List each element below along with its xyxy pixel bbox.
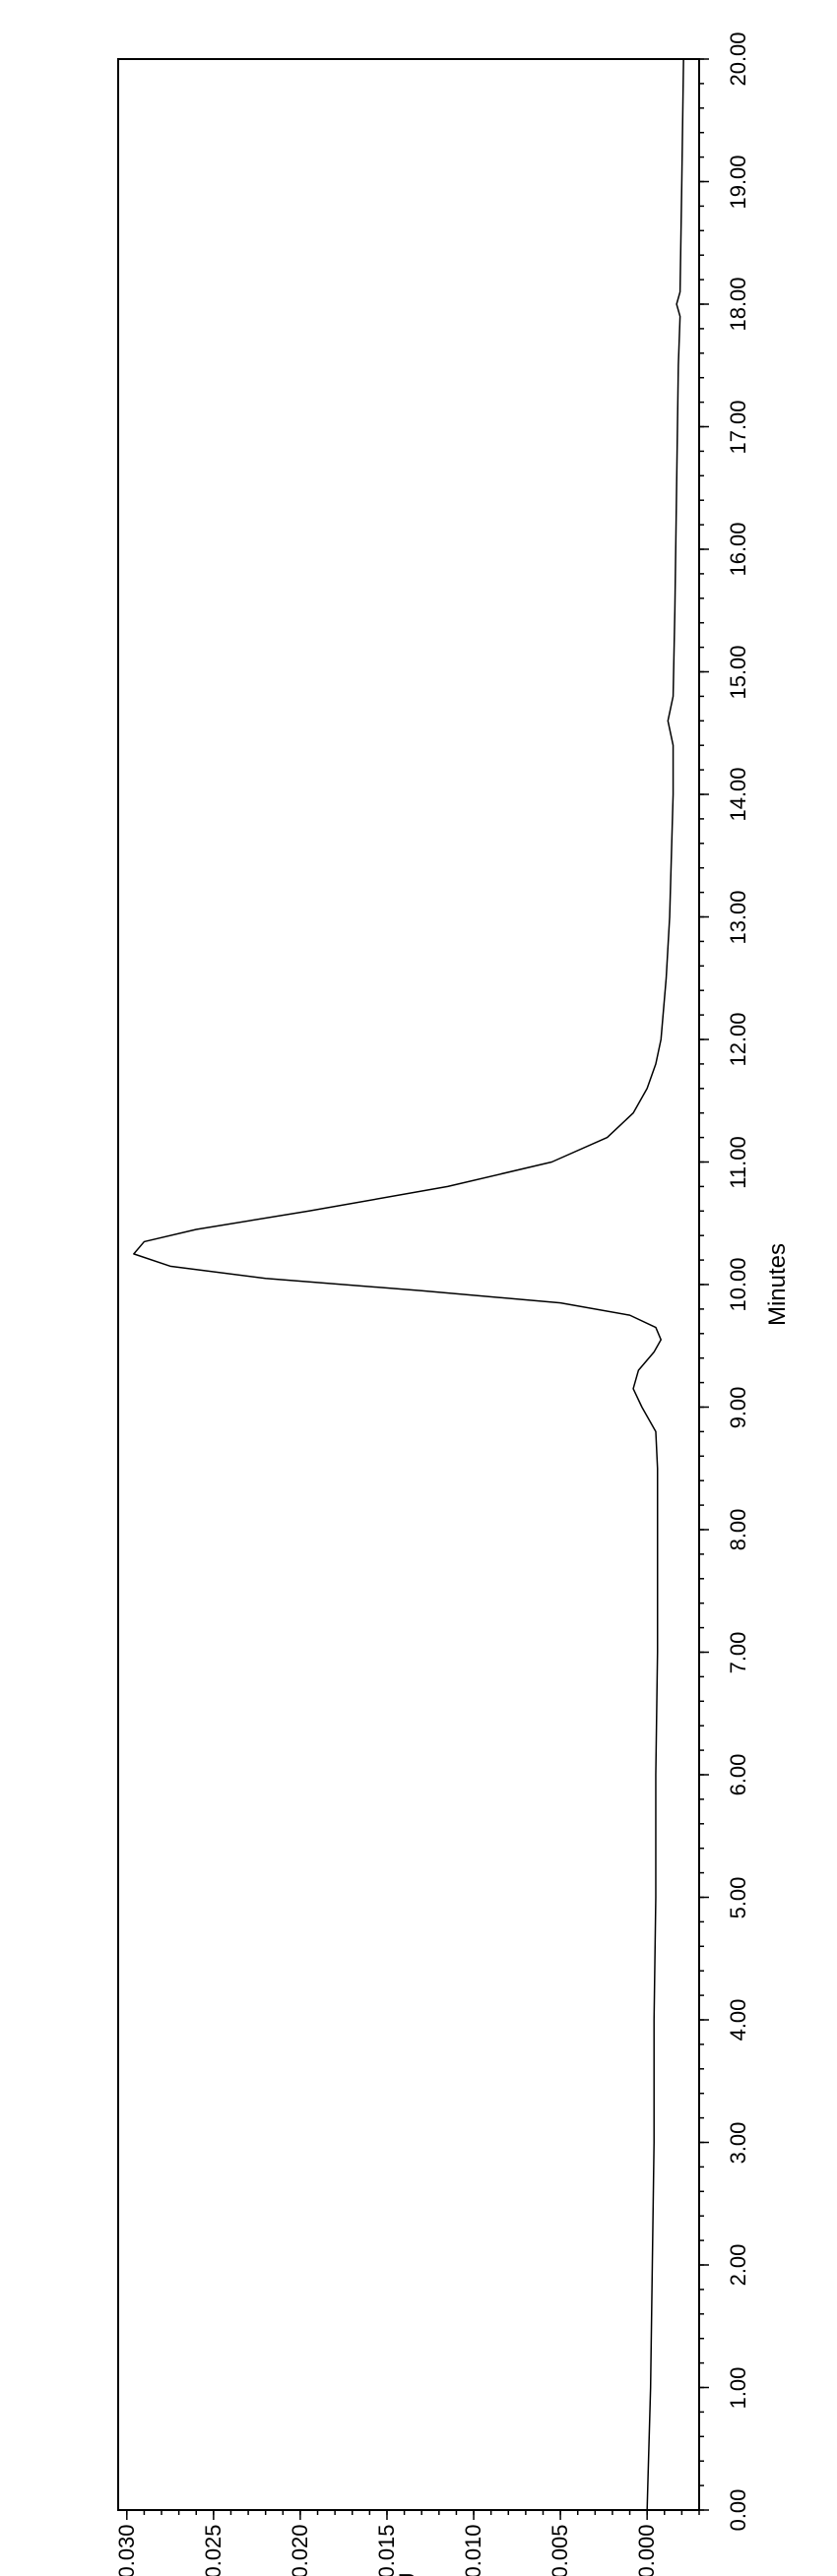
y-tick-label: 0.015 [374,2524,400,2576]
x-tick-label: 5.00 [726,1876,751,1918]
x-tick-label: 20.00 [726,31,751,86]
chart-svg [0,0,837,2576]
x-tick-label: 3.00 [726,2121,751,2164]
x-tick-label: 16.00 [726,522,751,576]
y-tick-label: 0.025 [201,2524,226,2576]
x-tick-label: 7.00 [726,1631,751,1673]
y-tick-label: 0.020 [288,2524,313,2576]
x-tick-label: 11.00 [726,1136,751,1188]
x-tick-label: 6.00 [726,1754,751,1796]
x-tick-label: 8.00 [726,1509,751,1551]
page-root: Minutes AU 0.001.002.003.004.005.006.007… [0,0,837,2576]
x-tick-label: 4.00 [726,1999,751,2042]
x-tick-label: 14.00 [726,767,751,821]
x-tick-label: 15.00 [726,645,751,699]
x-tick-label: 0.00 [726,2489,751,2532]
x-tick-label: 18.00 [726,277,751,331]
x-tick-label: 19.00 [726,155,751,209]
x-axis-label: Minutes [764,1243,792,1326]
x-tick-label: 1.00 [726,2366,751,2409]
y-tick-label: 0.010 [461,2524,486,2576]
y-tick-label: 0.030 [114,2524,140,2576]
x-tick-label: 2.00 [726,2244,751,2287]
x-tick-label: 12.00 [726,1012,751,1066]
y-tick-label: 0.000 [634,2524,660,2576]
x-tick-label: 13.00 [726,890,751,944]
x-tick-label: 9.00 [726,1386,751,1428]
chromatogram-chart [0,0,837,2576]
y-tick-label: 0.005 [547,2524,573,2576]
x-tick-label: 10.00 [726,1257,751,1311]
x-tick-label: 17.00 [726,400,751,454]
